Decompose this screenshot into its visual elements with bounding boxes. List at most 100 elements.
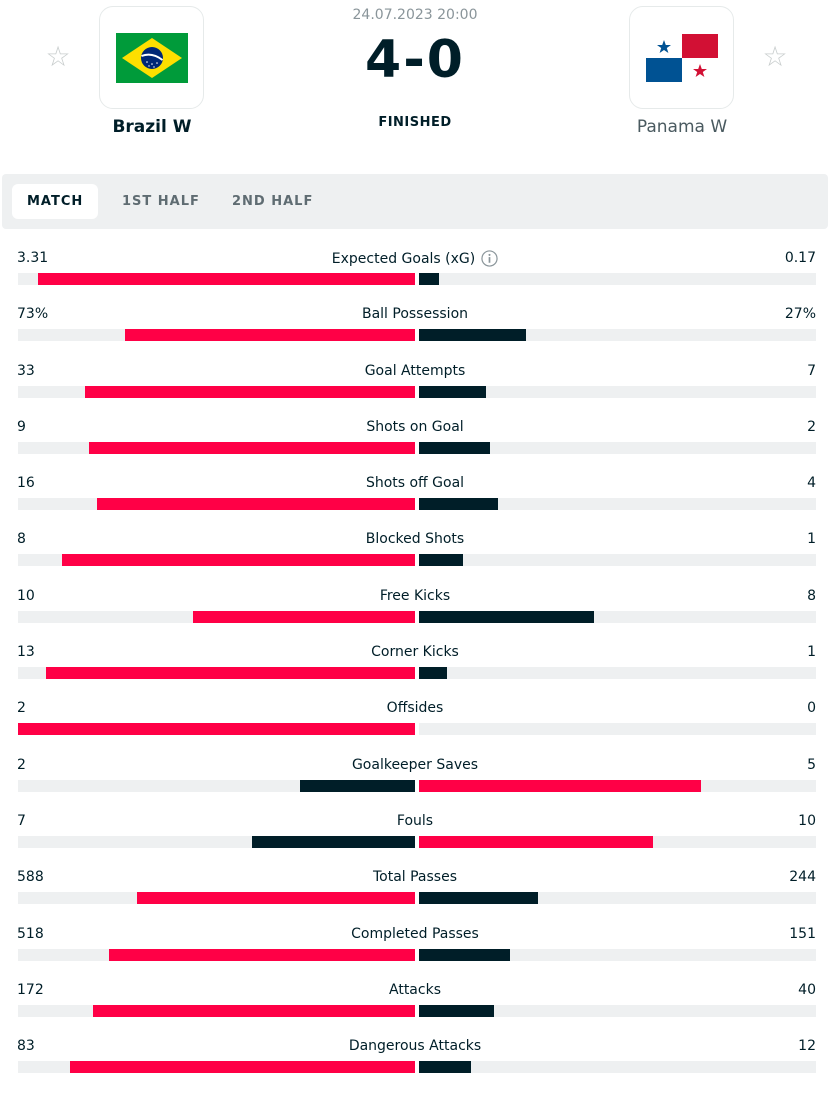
match-status: FINISHED	[378, 115, 452, 130]
stat-label: Free Kicks	[215, 588, 615, 604]
tab-2nd-half[interactable]: 2ND HALF	[232, 194, 314, 209]
stat-home-bar-track	[18, 723, 415, 736]
stat-label-text: Ball Possession	[361, 306, 469, 323]
stat-away-bar-track	[419, 1004, 816, 1017]
stat-away-bar-track	[419, 892, 816, 905]
home-team-logo[interactable]	[99, 6, 204, 109]
stat-away-bar-fill	[419, 779, 701, 792]
stat-away-bar-track	[419, 779, 816, 792]
stat-away-bar-track	[419, 385, 816, 398]
stat-home-bar-track	[18, 329, 415, 342]
stat-label: Expected Goals (xG)	[215, 250, 615, 267]
stat-row: 588 Total Passes 244	[0, 864, 830, 920]
stat-home-value: 2	[17, 700, 26, 717]
stat-home-value: 10	[17, 587, 35, 604]
stat-away-value: 10	[798, 812, 816, 829]
stat-away-bar-track	[419, 441, 816, 454]
stat-home-bar-track	[18, 1061, 415, 1074]
stat-away-value: 5	[807, 756, 816, 773]
stat-label: Dangerous Attacks	[215, 1038, 615, 1054]
stat-home-bar-fill	[137, 892, 415, 905]
stat-home-bar-fill	[38, 273, 415, 285]
stat-away-bar-track	[419, 329, 816, 342]
stat-away-bar-track	[419, 610, 816, 623]
info-icon[interactable]	[481, 250, 498, 267]
favorite-away-star-icon[interactable]: ☆	[762, 40, 788, 73]
stat-away-bar-fill	[419, 610, 594, 623]
stat-away-value: 4	[807, 475, 816, 492]
stat-home-bar-fill	[89, 441, 415, 454]
stat-home-bar-track	[18, 554, 415, 567]
stat-home-bar-track	[18, 498, 415, 511]
stat-away-bar-fill	[419, 1004, 494, 1017]
stat-away-bar-fill	[419, 667, 447, 680]
stat-away-bar-track	[419, 498, 816, 511]
stat-away-bar-fill	[419, 273, 439, 285]
stat-label-text: Shots on Goal	[366, 418, 464, 435]
stat-row: 16 Shots off Goal 4	[0, 470, 830, 526]
stat-away-bar-track	[419, 554, 816, 567]
stat-label: Shots on Goal	[215, 419, 615, 435]
stat-home-value: 83	[17, 1038, 35, 1055]
stat-home-bar-track	[18, 610, 415, 623]
stat-away-bar-fill	[419, 1061, 471, 1074]
stat-row: 13 Corner Kicks 1	[0, 639, 830, 695]
stat-home-bar-fill	[109, 948, 415, 961]
stat-home-value: 588	[17, 869, 44, 886]
panama-flag-icon	[645, 33, 718, 82]
stat-row: 2 Goalkeeper Saves 5	[0, 752, 830, 808]
stat-home-bar-fill	[300, 779, 415, 792]
tab-1st-half[interactable]: 1ST HALF	[122, 194, 200, 209]
stat-home-bar-fill	[18, 723, 415, 736]
stat-away-value: 12	[798, 1038, 816, 1055]
stat-home-value: 33	[17, 362, 35, 379]
stat-away-value: 1	[807, 644, 816, 661]
stat-home-value: 172	[17, 981, 44, 998]
stat-label-text: Free Kicks	[379, 587, 451, 604]
stat-row: 3.31 Expected Goals (xG) 0.17	[0, 245, 830, 301]
home-team-name[interactable]: Brazil W	[112, 117, 192, 137]
tab-match[interactable]: MATCH	[12, 184, 99, 219]
stat-home-value: 13	[17, 644, 35, 661]
stat-row: 83 Dangerous Attacks 12	[0, 1033, 830, 1089]
stat-label: Offsides	[215, 700, 615, 716]
match-datetime: 24.07.2023 20:00	[352, 7, 478, 23]
stat-label-text: Fouls	[396, 812, 434, 829]
stat-home-bar-fill	[62, 554, 415, 567]
stat-label-text: Total Passes	[372, 869, 458, 886]
stat-home-value: 2	[17, 756, 26, 773]
stat-away-bar-track	[419, 273, 816, 285]
stat-home-bar-track	[18, 385, 415, 398]
stat-home-bar-fill	[85, 385, 415, 398]
stat-home-value: 9	[17, 418, 26, 435]
stat-label: Ball Possession	[215, 306, 615, 322]
stat-home-value: 3.31	[17, 250, 49, 266]
stat-home-bar-track	[18, 273, 415, 285]
stat-home-bar-fill	[97, 498, 415, 511]
stat-home-bar-fill	[125, 329, 415, 342]
stat-home-bar-track	[18, 667, 415, 680]
stat-label: Fouls	[215, 813, 615, 829]
away-team-logo[interactable]	[629, 6, 734, 109]
stat-away-value: 8	[807, 587, 816, 604]
stat-label-text: Expected Goals (xG)	[331, 250, 476, 267]
stat-label: Goal Attempts	[215, 363, 615, 379]
stat-home-bar-track	[18, 441, 415, 454]
stat-away-bar-fill	[419, 329, 526, 342]
away-team-name[interactable]: Panama W	[636, 117, 728, 137]
favorite-home-star-icon[interactable]: ☆	[45, 40, 71, 73]
match-score: 4-0	[365, 30, 465, 90]
stat-away-bar-fill	[419, 498, 498, 511]
stat-row: 2 Offsides 0	[0, 695, 830, 751]
stat-home-value: 7	[17, 812, 26, 829]
statistics-list: 3.31 Expected Goals (xG) 0.17 73% Ball Posse…	[0, 245, 830, 1089]
stat-away-bar-fill	[419, 554, 463, 567]
stat-home-bar-track	[18, 948, 415, 961]
stat-away-value: 40	[798, 981, 816, 998]
match-header: ☆ Brazil W 24.07.2023 20:00 4-0 FINISHED…	[0, 0, 830, 165]
stat-away-bar-track	[419, 948, 816, 961]
stat-away-value: 151	[789, 925, 816, 942]
stat-label: Shots off Goal	[215, 475, 615, 491]
stat-row: 9 Shots on Goal 2	[0, 414, 830, 470]
stat-label: Attacks	[215, 982, 615, 998]
